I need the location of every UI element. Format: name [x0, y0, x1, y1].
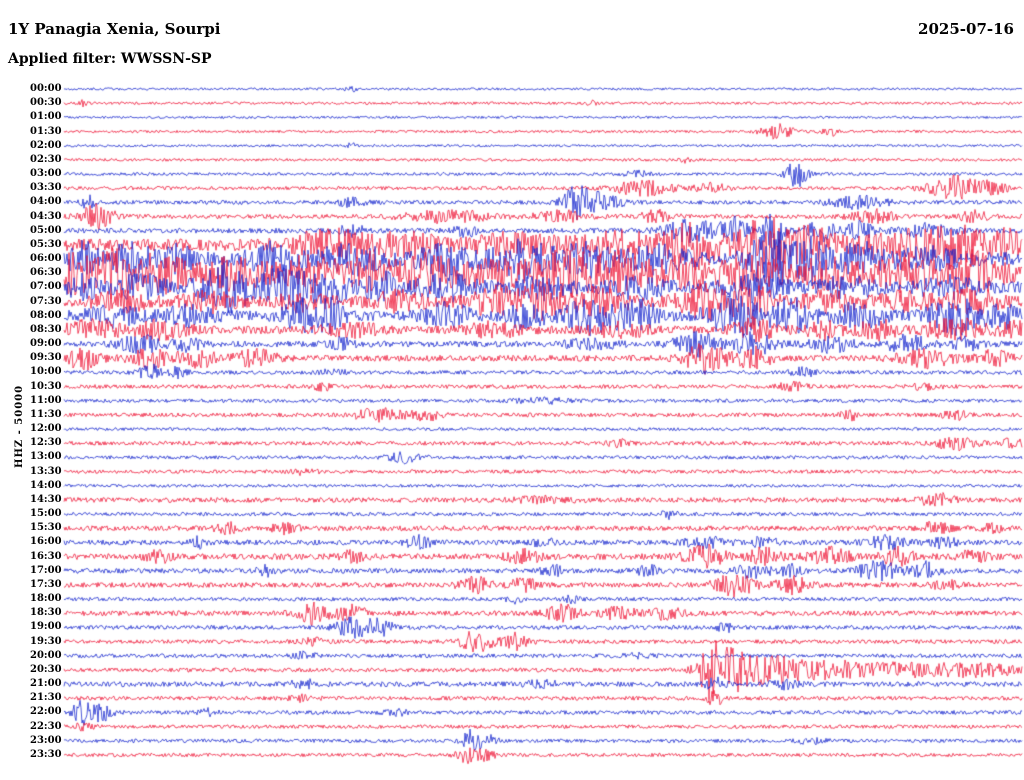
- time-label: 16:00: [30, 536, 62, 548]
- time-label: 08:30: [30, 323, 62, 335]
- time-label: 05:30: [30, 238, 62, 250]
- time-label: 18:00: [30, 593, 62, 605]
- time-label: 06:00: [30, 253, 62, 265]
- time-label: 23:30: [30, 748, 62, 760]
- time-label: 17:30: [30, 578, 62, 590]
- time-label: 09:00: [30, 338, 62, 350]
- time-label: 01:00: [30, 111, 62, 123]
- time-label: 05:00: [30, 224, 62, 236]
- time-label: 19:30: [30, 635, 62, 647]
- time-label: 12:00: [30, 423, 62, 435]
- time-label: 15:00: [30, 508, 62, 520]
- time-label: 00:00: [30, 83, 62, 94]
- time-label: 21:30: [30, 692, 62, 704]
- time-label: 06:30: [30, 267, 62, 279]
- time-label: 19:00: [30, 621, 62, 633]
- time-label: 07:30: [30, 295, 62, 307]
- time-label: 22:00: [30, 706, 62, 718]
- station-title: 1Y Panagia Xenia, Sourpi: [8, 20, 221, 38]
- time-labels: 00:00 00:30 01:00 01:30 02:00 02:30 03:00 03:30…: [0, 0, 62, 780]
- time-label: 22:30: [30, 720, 62, 732]
- time-label: 03:30: [30, 182, 62, 194]
- time-label: 15:30: [30, 522, 62, 534]
- time-label: 07:00: [30, 281, 62, 293]
- time-label: 09:30: [30, 352, 62, 364]
- time-label: 04:30: [30, 210, 62, 222]
- time-label: 14:30: [30, 493, 62, 505]
- time-label: 01:30: [30, 125, 62, 137]
- time-label: 10:30: [30, 380, 62, 392]
- time-label: 13:00: [30, 451, 62, 463]
- time-label: 12:30: [30, 437, 62, 449]
- filter-label: Applied filter: WWSSN-SP: [8, 51, 212, 67]
- date-label: 2025-07-16: [918, 20, 1014, 38]
- time-label: 21:00: [30, 678, 62, 690]
- time-label: 04:00: [30, 196, 62, 208]
- time-label: 17:00: [30, 564, 62, 576]
- time-label: 18:30: [30, 607, 62, 619]
- time-label: 20:00: [30, 649, 62, 661]
- time-label: 23:00: [30, 734, 62, 746]
- time-label: 02:00: [30, 139, 62, 151]
- time-label: 00:30: [30, 97, 62, 109]
- time-label: 20:30: [30, 663, 62, 675]
- time-label: 02:30: [30, 153, 62, 165]
- time-label: 11:00: [30, 394, 62, 406]
- time-label: 08:00: [30, 309, 62, 321]
- time-label: 13:30: [30, 465, 62, 477]
- time-label: 14:00: [30, 479, 62, 491]
- time-label: 03:00: [30, 168, 62, 180]
- time-label: 11:30: [30, 408, 62, 420]
- time-label: 10:00: [30, 366, 62, 378]
- time-label: 16:30: [30, 550, 62, 562]
